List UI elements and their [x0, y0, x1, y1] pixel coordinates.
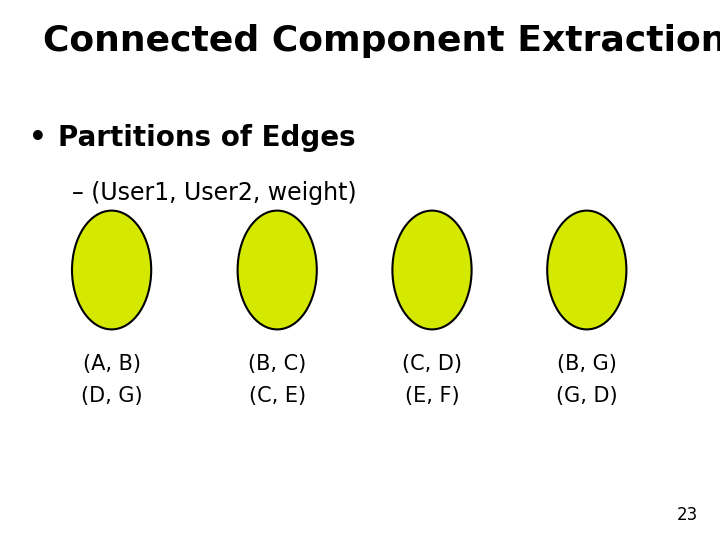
- Text: (G, D): (G, D): [556, 386, 618, 406]
- Text: (B, G): (B, G): [557, 354, 617, 374]
- Text: (C, D): (C, D): [402, 354, 462, 374]
- Ellipse shape: [238, 211, 317, 329]
- Text: (A, B): (A, B): [83, 354, 140, 374]
- Text: Connected Component Extraction: Connected Component Extraction: [43, 24, 720, 58]
- Ellipse shape: [547, 211, 626, 329]
- Text: – (User1, User2, weight): – (User1, User2, weight): [72, 181, 356, 205]
- Text: Partitions of Edges: Partitions of Edges: [58, 124, 355, 152]
- Text: (D, G): (D, G): [81, 386, 143, 406]
- Text: (B, C): (B, C): [248, 354, 306, 374]
- Text: (C, E): (C, E): [248, 386, 306, 406]
- Ellipse shape: [72, 211, 151, 329]
- Text: •: •: [29, 124, 47, 152]
- Ellipse shape: [392, 211, 472, 329]
- Text: 23: 23: [677, 506, 698, 524]
- Text: (E, F): (E, F): [405, 386, 459, 406]
